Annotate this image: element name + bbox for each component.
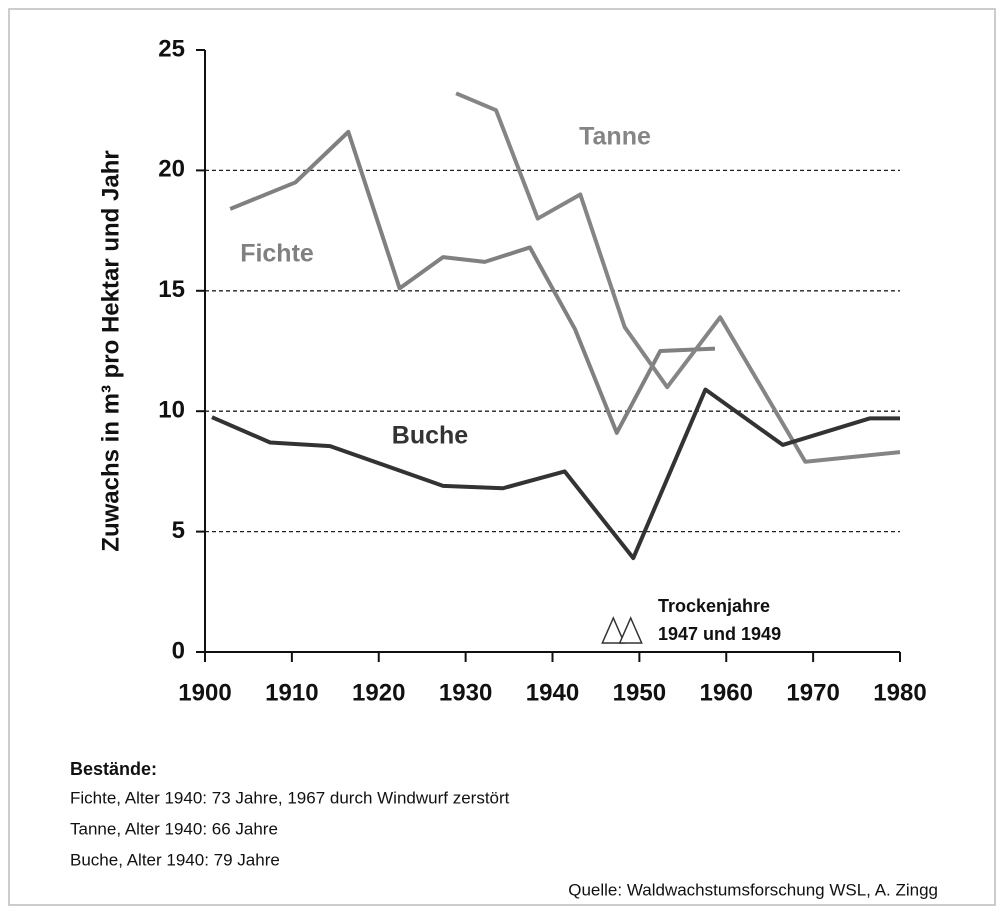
x-tick-label: 1910 [265, 679, 318, 706]
x-tick-label: 1970 [786, 679, 839, 706]
note: Buche, Alter 1940: 79 Jahre [70, 850, 280, 869]
series-line [211, 387, 900, 561]
x-tick-label: 1950 [613, 679, 666, 706]
x-tick-label: 1920 [352, 679, 405, 706]
y-tick-label: 0 [172, 637, 185, 664]
series-line [229, 129, 716, 435]
y-tick-label: 10 [158, 397, 185, 424]
drought-marker [601, 616, 626, 644]
y-tick-label: 20 [158, 156, 185, 183]
series-label: Buche [392, 422, 469, 450]
drought-marker [618, 616, 643, 644]
series-label: Fichte [240, 240, 314, 268]
x-tick-label: 1980 [873, 679, 926, 706]
series-line [455, 91, 901, 464]
y-tick-label: 15 [158, 276, 185, 303]
annotation: 1947 und 1949 [658, 624, 781, 644]
annotation: Trockenjahre [658, 596, 770, 616]
x-tick-label: 1930 [439, 679, 492, 706]
series-label: Tanne [579, 123, 651, 151]
x-tick-label: 1960 [700, 679, 753, 706]
y-axis-label: Zuwachs in m³ pro Hektar und Jahr [97, 150, 124, 551]
x-tick-label: 1900 [178, 679, 231, 706]
y-tick-label: 25 [158, 35, 185, 62]
frame [8, 8, 996, 906]
y-tick-label: 5 [172, 517, 185, 544]
note: Tanne, Alter 1940: 66 Jahre [70, 819, 278, 838]
notes-heading: Bestände: [70, 759, 157, 779]
source: Quelle: Waldwachstumsforschung WSL, A. Z… [568, 880, 938, 899]
x-tick-label: 1940 [526, 679, 579, 706]
note: Fichte, Alter 1940: 73 Jahre, 1967 durch… [70, 788, 510, 807]
